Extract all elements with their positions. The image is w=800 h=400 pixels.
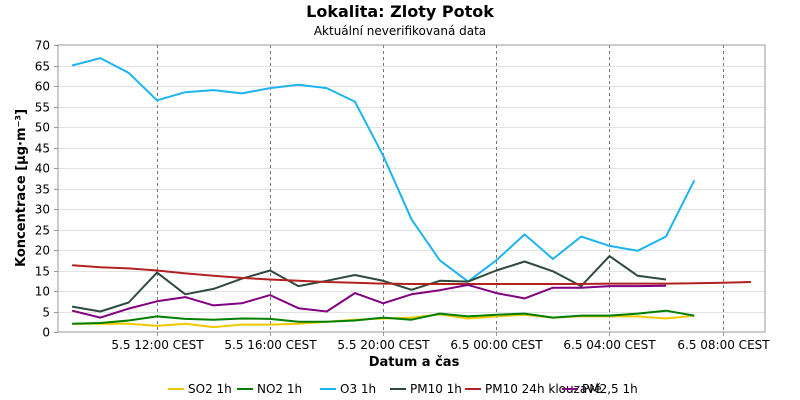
- series-lines: [71, 57, 751, 329]
- x-axis-title: Datum a čas: [369, 355, 460, 370]
- x-tick-label: 5.5 12:00 CEST: [111, 338, 204, 352]
- legend-label: O3 1h: [340, 382, 376, 396]
- legend: SO2 1h NO2 1h O3 1h PM10 1h PM10 24h klouzav…: [168, 382, 638, 396]
- chart-title: Lokalita: Zloty Potok: [306, 2, 494, 21]
- y-tick-label: 35: [35, 183, 50, 197]
- legend-label: NO2 1h: [257, 382, 302, 396]
- chart-subtitle: Aktuální neverifikovaná data: [313, 24, 487, 38]
- x-tick-label: 6.5 04:00 CEST: [563, 338, 656, 352]
- series-line-PM2,5 1h: [71, 283, 667, 319]
- y-tick-label: 40: [35, 162, 50, 176]
- series-line-PM10 24h klouzavě: [72, 264, 751, 285]
- x-tick-label: 5.5 20:00 CEST: [337, 338, 430, 352]
- y-tick-label: 70: [35, 39, 50, 53]
- y-tick-label: 15: [35, 265, 50, 279]
- y-tick-label: 30: [35, 203, 50, 217]
- x-tick-label: 5.5 16:00 CEST: [224, 338, 317, 352]
- legend-label: PM10 1h: [410, 382, 462, 396]
- y-tick-label: 45: [35, 142, 50, 156]
- y-tick-label: 20: [35, 244, 50, 258]
- series-line-NO2 1h: [72, 309, 695, 325]
- y-tick-label: 5: [42, 306, 50, 320]
- y-axis-title: Koncentrace [µg·m⁻³]: [14, 109, 29, 267]
- y-tick-label: 25: [35, 224, 50, 238]
- y-tick-label: 60: [35, 80, 50, 94]
- y-tick-label: 10: [35, 285, 50, 299]
- series-line-PM10 1h: [71, 255, 667, 313]
- legend-label: PM10 24h klouzavě: [485, 382, 602, 396]
- x-tick-label: 6.5 00:00 CEST: [450, 338, 543, 352]
- y-tick-label: 0: [42, 326, 50, 340]
- y-tick-label: 65: [35, 60, 50, 74]
- plot-border: [57, 44, 766, 333]
- series-line-O3 1h: [71, 57, 696, 283]
- legend-label: SO2 1h: [188, 382, 232, 396]
- y-tick-label: 50: [35, 121, 50, 135]
- legend-label: PM2,5 1h: [582, 382, 638, 396]
- x-tick-label: 6.5 08:00 CEST: [677, 338, 770, 352]
- y-tick-label: 55: [35, 101, 50, 115]
- axes: 0 5 10 15 20 25 30 35 40 45 50 55 60 65 70 5.5 12:00 CE…: [35, 39, 771, 353]
